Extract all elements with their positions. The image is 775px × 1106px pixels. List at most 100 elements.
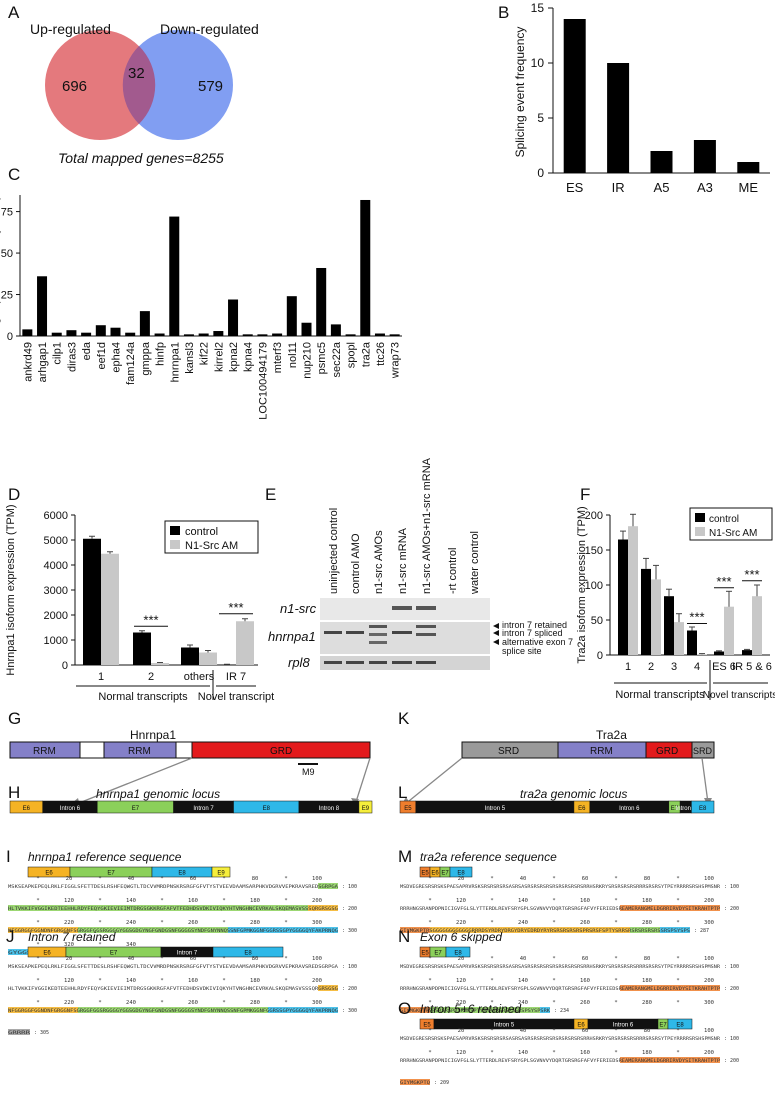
x-tick-label: mterf3 (272, 342, 284, 373)
exon-label: E7 (110, 951, 118, 957)
bar (228, 299, 239, 336)
exon-label: E5 (423, 1023, 431, 1029)
bar (199, 652, 217, 665)
y-tick-label: 0 (537, 166, 544, 180)
gel-band (369, 625, 387, 628)
venn-overlap-count: 32 (128, 65, 145, 82)
seq-highlight (8, 927, 78, 933)
ruler-mark: 260 (580, 1000, 590, 1006)
ruler-mark: * (284, 978, 287, 984)
y-axis-label: -log10(Gene switch Q-value) (0, 196, 1, 336)
seq-line: NFGGRGGFGGNDNFGRGGNFSGRGGFGGSRGGGGYGGSGD… (8, 928, 338, 934)
bar (752, 596, 762, 655)
seq-end: : 100 (342, 964, 357, 970)
exon-label: E8 (454, 951, 462, 957)
seq-title: Intron 5+6 retained (420, 1002, 521, 1016)
y-tick-label: 1000 (44, 635, 68, 647)
panel-letter-a: A (8, 3, 20, 22)
panel-b: B 0 5 10 15 ES IR A5 A3 ME Splicing event frequen… (498, 1, 770, 195)
signif-label: *** (228, 600, 243, 615)
bar (330, 324, 341, 336)
ruler-mark: 200 (312, 978, 322, 984)
domain-rrm1 (9, 741, 81, 759)
ruler-mark: * (98, 956, 101, 962)
locus-segment (358, 800, 373, 814)
ruler-mark: 240 (518, 1000, 528, 1006)
x-tick-label: IR (612, 180, 625, 195)
panel-k: K Tra2a SRD RRM GRD SRD (398, 709, 715, 806)
exon-box (667, 1018, 693, 1030)
panel-c: C 0 25 50 75 ankrd49 arhgap1 cilp1 diras3 eda eef… (0, 165, 402, 420)
ruler-mark: 220 (64, 920, 74, 926)
ruler-mark: * (428, 978, 431, 984)
y-tick-label: 75 (1, 207, 13, 219)
seq-end: : 305 (34, 1030, 49, 1036)
seq-highlight (268, 1007, 338, 1013)
x-tick-label: spopl (346, 342, 358, 368)
gel-band (369, 633, 387, 636)
gel-lane-label: n1-src AMOs (373, 530, 385, 594)
gel-lane-label: n1-src mRNA (397, 527, 409, 594)
seq-highlight (8, 1029, 30, 1035)
x-tick-label: ES (566, 180, 584, 195)
ruler-mark: 300 (704, 1000, 714, 1006)
bar (641, 568, 651, 655)
x-tick-label: epha4 (111, 342, 123, 373)
ruler-mark: 120 (64, 898, 74, 904)
ruler-mark: 200 (312, 898, 322, 904)
bar (66, 330, 77, 336)
gel-arrow-spliced: intron 7 spliced (502, 628, 563, 638)
locus-segment-label: E6 (578, 806, 586, 812)
ruler-mark: * (552, 1028, 555, 1034)
y-tick-label: 25 (1, 290, 13, 302)
bar (110, 327, 121, 336)
ruler-mark: * (552, 898, 555, 904)
domain-grd-label: GRD (270, 746, 292, 757)
seq-line: MSDVEGRESRSRSKSPAESAPRVRSKSRSRSRSRSASRSA… (400, 1036, 720, 1042)
ruler-mark: * (36, 978, 39, 984)
y-tick-label: 0 (7, 331, 13, 343)
seq-highlight (430, 1007, 540, 1013)
seq-end: : 100 (342, 884, 357, 890)
panel-j: J Intron 7 retained E6 E7 Intron 7 E8 * 20 * 40 * 6… (6, 927, 357, 1036)
legend-entry: control (709, 514, 739, 525)
x-tick-label: tra2a (360, 341, 372, 367)
ruler-mark: 240 (518, 920, 528, 926)
x-tick-label: 2 (148, 671, 154, 683)
group-label: Normal transcripts (615, 689, 705, 701)
ruler-mark: 80 (252, 876, 259, 882)
ruler-mark: * (284, 876, 287, 882)
y-tick-label: 2000 (44, 610, 68, 622)
ruler-mark: 80 (644, 1028, 651, 1034)
x-tick-label: cilp1 (52, 342, 64, 365)
seq-end: : 300 (342, 928, 357, 934)
legend-entry: N1-Src AM (709, 528, 757, 539)
domain-grd-label: GRD (656, 746, 678, 757)
ruler-mark: 300 (312, 920, 322, 926)
ruler-mark: * (36, 898, 39, 904)
bar (301, 322, 312, 336)
domain-rrm-label: RRM (590, 746, 613, 757)
ruler-mark: * (284, 898, 287, 904)
x-tick-label: wrap73 (390, 342, 402, 379)
ruler-mark: * (284, 1000, 287, 1006)
ruler-mark: 260 (188, 920, 198, 926)
y-tick-label: 0 (597, 650, 603, 662)
seq-highlight (620, 1057, 720, 1063)
ruler-mark: * (552, 920, 555, 926)
domain-grd (191, 741, 371, 759)
ruler-mark: * (428, 920, 431, 926)
x-tick-label: kpna4 (243, 342, 255, 372)
ruler-mark: * (614, 978, 617, 984)
bar (125, 332, 136, 336)
bar (169, 216, 180, 336)
exon-label: Intron 6 (613, 1023, 634, 1029)
ruler-mark: * (676, 898, 679, 904)
locus-segment-label: Intron 7 (676, 806, 697, 812)
ruler-mark: 120 (456, 1050, 466, 1056)
ruler-mark: * (428, 1000, 431, 1006)
seq-end: : 200 (724, 1058, 739, 1064)
ruler-mark: * (36, 876, 39, 882)
ruler-mark: 60 (190, 956, 197, 962)
panel-letter-e: E (265, 485, 276, 504)
